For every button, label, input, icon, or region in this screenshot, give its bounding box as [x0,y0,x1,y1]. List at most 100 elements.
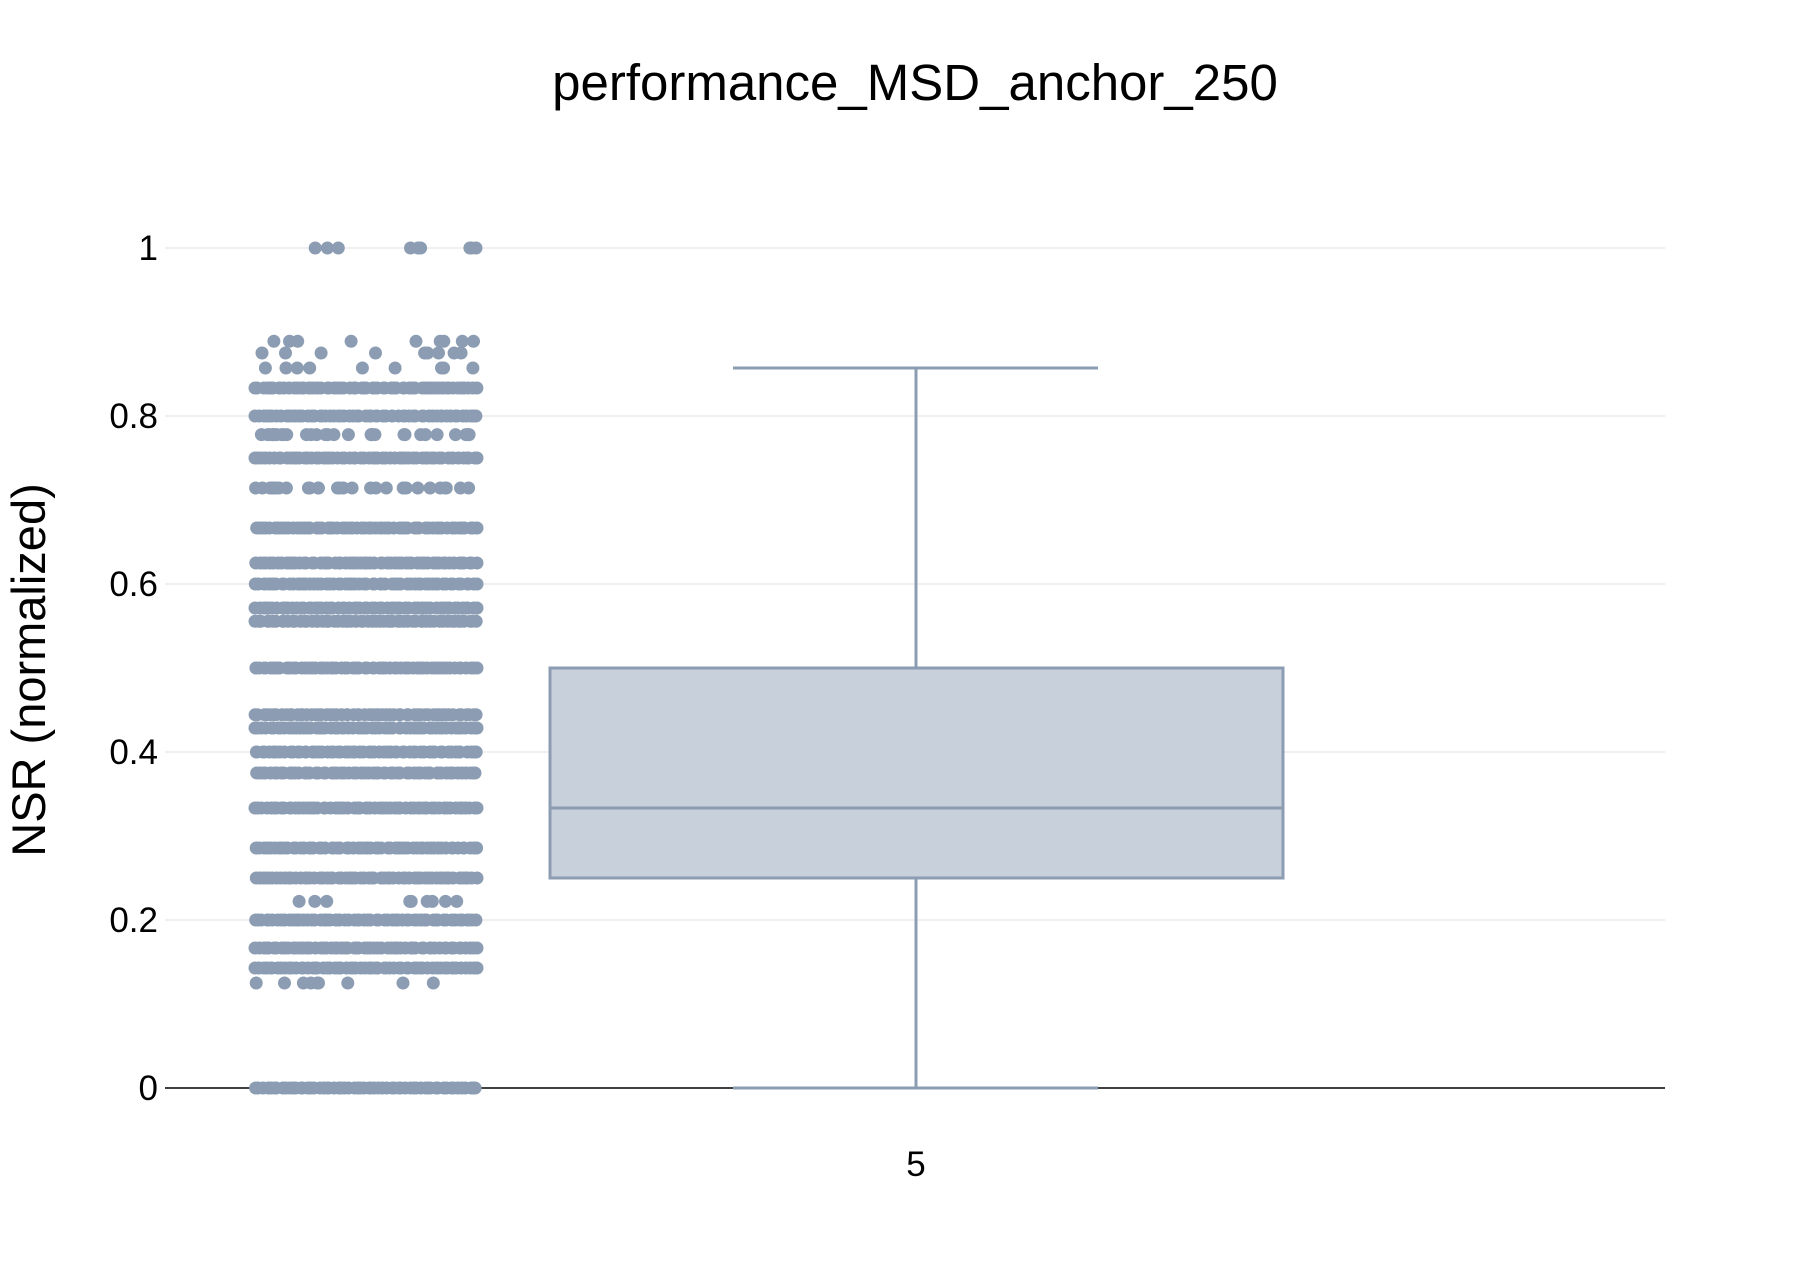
data-point [320,894,334,908]
data-point [418,346,432,360]
data-point [283,334,296,348]
data-point [469,913,483,927]
chart-title: performance_MSD_anchor_250 [552,54,1278,111]
data-point [430,428,444,442]
data-point [470,521,484,535]
data-point [464,241,478,255]
data-point [355,361,369,375]
data-point [470,556,484,570]
y-tick-label: 1 [139,229,158,268]
data-point [296,976,310,990]
data-point [396,976,410,990]
data-point [278,976,291,990]
data-point [404,241,417,255]
data-point [423,481,437,495]
data-point [470,577,484,591]
data-point [331,241,345,255]
data-point [310,976,324,990]
data-point [379,481,393,495]
data-point [468,1081,482,1095]
data-point [304,428,318,442]
y-tick-label: 0.2 [109,901,158,940]
data-point [470,451,484,465]
data-point [397,428,411,442]
box-trace [548,366,1285,1090]
data-point [469,708,483,722]
data-point [266,428,280,442]
data-point [469,614,483,628]
data-point [470,381,484,395]
data-point [279,481,293,495]
data-point [447,346,461,360]
data-point [414,241,428,255]
data-point [341,976,355,990]
data-point [369,346,382,360]
data-point [470,961,484,975]
data-point [292,894,306,908]
data-point [311,481,325,495]
data-point [470,801,484,815]
data-point [459,428,473,442]
data-point [470,841,484,855]
data-point [435,361,448,375]
data-point [303,361,317,375]
data-point [276,428,290,442]
data-points [248,241,484,1095]
data-point [439,894,452,908]
data-point [249,976,263,990]
data-point [450,894,464,908]
data-point [404,894,418,908]
data-point [467,334,480,348]
data-point [279,361,293,375]
data-point [255,346,269,360]
data-point [438,481,452,495]
data-point [320,241,334,255]
y-tick-label: 0.8 [109,397,158,436]
data-point [327,428,341,442]
data-point [470,721,484,735]
data-point [368,428,382,442]
data-point [249,481,263,495]
y-tick-label: 0.4 [109,733,158,772]
data-point [449,428,462,442]
data-point [462,481,476,495]
data-point [331,481,344,495]
data-point [418,428,432,442]
data-point [409,334,423,348]
data-point [432,346,445,360]
data-point [388,361,402,375]
data-point [308,241,322,255]
data-point [455,334,469,348]
data-point [344,334,358,348]
data-point [258,361,272,375]
data-point [426,976,440,990]
data-point [314,346,328,360]
y-tick-label: 0 [139,1069,158,1108]
data-point [369,481,383,495]
data-point [470,941,484,955]
data-point [411,481,425,495]
data-point [470,661,484,675]
data-point [468,766,482,780]
data-point [469,745,483,759]
data-point [399,481,413,495]
iqr-box [548,666,1285,880]
y-axis-label: NSR (normalized) [2,483,55,856]
data-point [267,334,281,348]
data-point [466,361,480,375]
data-point [301,481,315,495]
data-point [469,409,483,423]
data-point [470,871,484,885]
data-point [437,334,451,348]
y-axis-ticks: 0 0.2 0.4 0.6 0.8 1 [109,229,158,1108]
data-point [420,894,434,908]
x-tick-label: 5 [906,1145,925,1184]
data-point [308,894,322,908]
y-tick-label: 0.6 [109,565,158,604]
data-point [290,361,304,375]
data-point [341,428,355,442]
data-point [279,346,292,360]
data-point [470,601,484,615]
